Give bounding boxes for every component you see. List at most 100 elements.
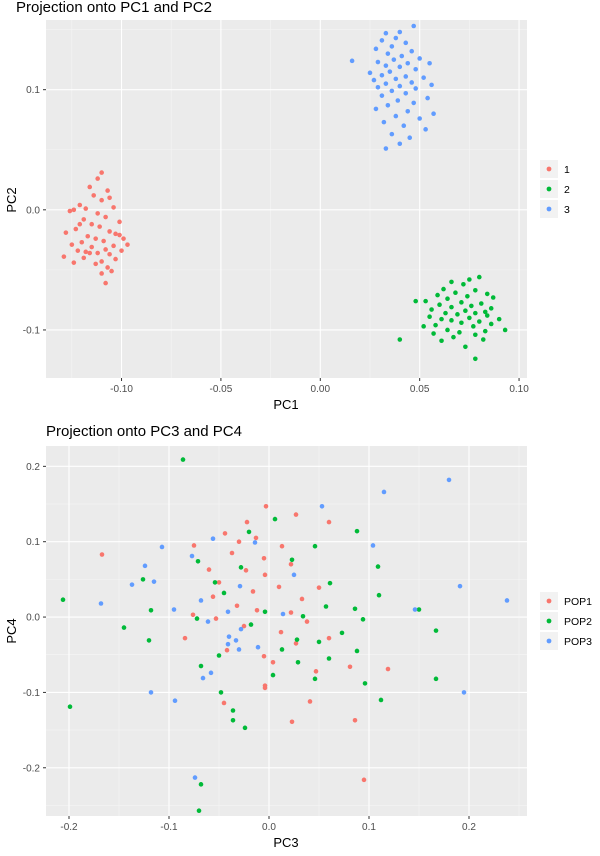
point-series-pop3 bbox=[148, 690, 154, 695]
point-series-1 bbox=[89, 221, 95, 227]
point-series-3 bbox=[413, 86, 418, 91]
point-series-pop1 bbox=[213, 616, 219, 621]
point-series-1 bbox=[81, 255, 87, 261]
plot1-legend: 1 2 3 bbox=[540, 160, 570, 218]
point-series-pop1 bbox=[253, 535, 259, 541]
legend-key-pop2 bbox=[546, 618, 552, 624]
point-series-2 bbox=[480, 337, 486, 342]
point-series-3 bbox=[403, 40, 409, 46]
point-series-3 bbox=[389, 44, 395, 49]
point-series-pop2 bbox=[326, 656, 332, 661]
point-series-2 bbox=[397, 337, 403, 342]
point-series-pop3 bbox=[151, 579, 157, 584]
point-series-1 bbox=[101, 238, 106, 244]
point-series-pop1 bbox=[304, 619, 310, 624]
y-tick-label: -0.1 bbox=[23, 325, 41, 336]
point-series-pop3 bbox=[171, 607, 177, 612]
point-series-2 bbox=[465, 294, 470, 299]
point-series-pop2 bbox=[242, 725, 248, 731]
x-tick-label: 0.1 bbox=[362, 822, 376, 833]
point-series-pop3 bbox=[457, 583, 463, 589]
plot1-gridlines bbox=[46, 20, 527, 378]
point-series-pop2 bbox=[360, 617, 366, 622]
point-series-pop2 bbox=[246, 529, 252, 535]
point-series-2 bbox=[445, 296, 450, 302]
point-series-2 bbox=[439, 316, 444, 322]
point-series-2 bbox=[502, 327, 508, 333]
point-series-2 bbox=[461, 281, 466, 287]
point-series-pop2 bbox=[67, 704, 73, 710]
point-series-3 bbox=[425, 95, 430, 101]
point-series-1 bbox=[79, 239, 85, 245]
y-tick-label: 0.2 bbox=[26, 462, 40, 473]
point-series-2 bbox=[449, 279, 454, 285]
point-series-3 bbox=[349, 58, 355, 64]
point-series-3 bbox=[393, 76, 399, 82]
plot1-y-axis: -0.1 0.0 0.1 bbox=[23, 85, 46, 336]
plot1-x-axis-title: PC1 bbox=[273, 397, 298, 412]
plot1-title: Projection onto PC1 and PC2 bbox=[16, 0, 212, 16]
point-series-pop3 bbox=[504, 598, 510, 603]
point-series-pop3 bbox=[233, 638, 239, 643]
point-series-2 bbox=[467, 315, 472, 321]
plot2-x-axis: -0.2 -0.1 0.0 0.1 0.2 bbox=[60, 816, 476, 833]
point-series-pop3 bbox=[192, 775, 198, 780]
point-series-pop2 bbox=[312, 676, 318, 682]
point-series-1 bbox=[97, 224, 102, 229]
point-series-pop3 bbox=[159, 544, 165, 550]
point-series-pop1 bbox=[293, 512, 299, 517]
point-series-2 bbox=[476, 274, 482, 280]
point-series-1 bbox=[77, 221, 83, 227]
point-series-2 bbox=[463, 308, 468, 314]
point-series-pop1 bbox=[270, 659, 276, 665]
point-series-1 bbox=[83, 249, 89, 255]
point-series-pop3 bbox=[319, 503, 325, 509]
point-series-pop1 bbox=[236, 539, 242, 545]
point-series-pop1 bbox=[313, 669, 319, 674]
point-series-1 bbox=[99, 197, 104, 203]
point-series-pop3 bbox=[189, 553, 195, 559]
point-series-pop1 bbox=[385, 666, 391, 672]
point-series-3 bbox=[383, 146, 389, 151]
point-series-pop1 bbox=[352, 717, 358, 723]
point-series-1 bbox=[75, 248, 81, 253]
point-series-pop3 bbox=[172, 698, 178, 704]
x-tick-label: 0.2 bbox=[462, 822, 476, 833]
point-series-pop2 bbox=[230, 717, 236, 723]
point-series-pop1 bbox=[299, 596, 305, 602]
point-series-2 bbox=[478, 301, 484, 306]
point-series-2 bbox=[453, 290, 458, 296]
point-series-pop2 bbox=[378, 697, 384, 703]
point-series-pop1 bbox=[279, 543, 285, 549]
point-series-2 bbox=[455, 312, 460, 317]
point-series-pop2 bbox=[146, 638, 152, 643]
point-series-pop2 bbox=[316, 639, 322, 645]
legend-key-2 bbox=[546, 186, 552, 192]
point-series-pop1 bbox=[262, 572, 268, 578]
point-series-pop2 bbox=[433, 676, 439, 682]
y-tick-label: 0.0 bbox=[26, 205, 40, 216]
point-series-pop2 bbox=[323, 604, 329, 609]
point-series-1 bbox=[109, 268, 114, 274]
y-tick-label: -0.1 bbox=[23, 688, 41, 699]
x-tick-label: 0.05 bbox=[410, 384, 430, 395]
point-series-3 bbox=[375, 59, 381, 65]
point-series-pop2 bbox=[312, 543, 318, 549]
point-series-1 bbox=[77, 202, 83, 208]
point-series-3 bbox=[389, 88, 395, 94]
point-series-3 bbox=[379, 93, 385, 98]
point-series-2 bbox=[431, 331, 436, 336]
point-series-3 bbox=[431, 111, 436, 117]
point-series-pop1 bbox=[244, 519, 250, 525]
point-series-pop3 bbox=[210, 536, 216, 541]
point-series-3 bbox=[429, 82, 434, 88]
point-series-1 bbox=[83, 206, 89, 211]
point-series-1 bbox=[103, 247, 108, 252]
x-tick-label: -0.2 bbox=[60, 822, 78, 833]
point-series-3 bbox=[375, 84, 381, 90]
point-series-pop1 bbox=[307, 699, 313, 704]
point-series-pop3 bbox=[237, 583, 243, 589]
point-series-pop2 bbox=[140, 577, 146, 582]
point-series-2 bbox=[437, 302, 442, 308]
